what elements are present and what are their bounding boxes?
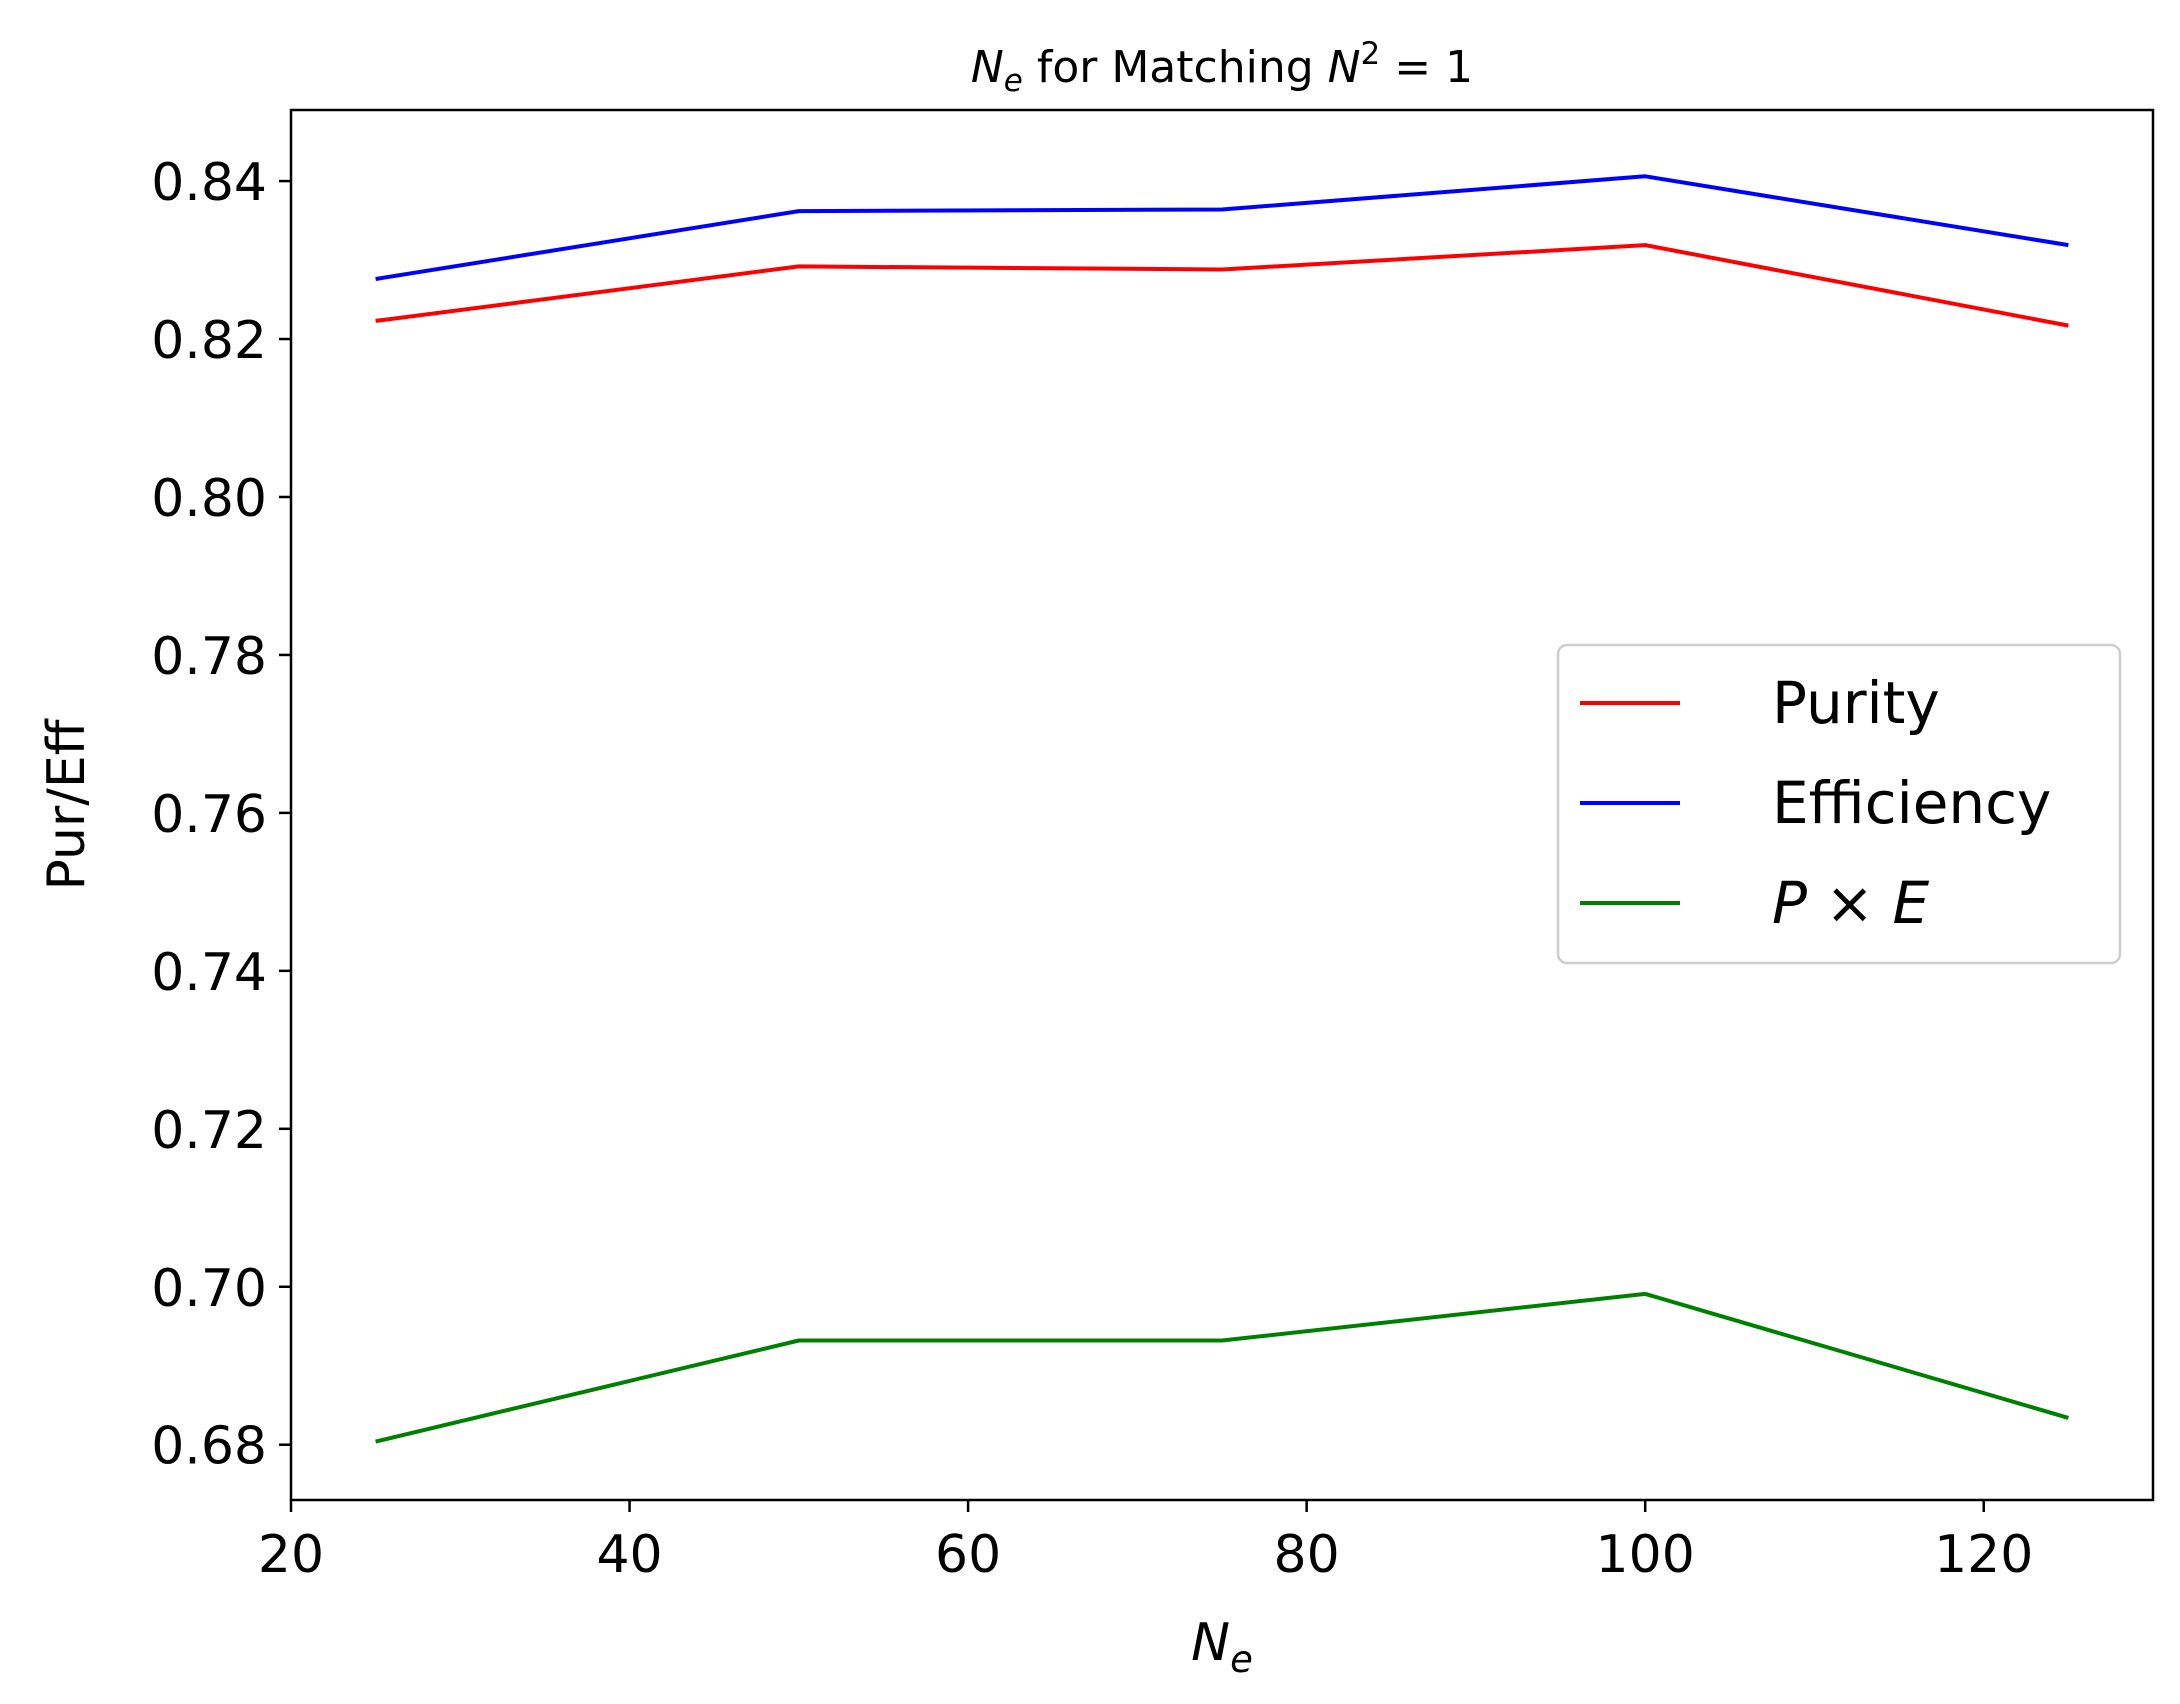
series-layer <box>375 174 2069 1444</box>
y-label-text: Pur/Eff <box>37 718 97 890</box>
x-axis-label: Ne <box>1191 1613 1253 1681</box>
legend-label: Purity <box>1772 669 1940 737</box>
series-line-2 <box>375 174 2069 281</box>
x-label-text: Ne <box>1191 1613 1253 1681</box>
y-tick-label: 0.68 <box>151 1417 267 1477</box>
y-tick-label: 0.70 <box>151 1259 267 1319</box>
y-tick-label: 0.72 <box>151 1101 267 1161</box>
legend: Purity Efficiency P × E <box>1556 643 2122 965</box>
x-tick-label: 120 <box>1934 1525 2033 1585</box>
x-tick-label: 60 <box>935 1525 1001 1585</box>
y-tick-label: 0.78 <box>151 627 267 687</box>
x-axis: 20 40 60 80 100 120 <box>258 1500 2033 1585</box>
series-line-3 <box>375 1291 2069 1444</box>
y-tick-label: 0.84 <box>151 153 267 213</box>
y-axis-label: Pur/Eff <box>37 718 97 890</box>
series-line-1 <box>375 243 2069 328</box>
y-tick-label: 0.76 <box>151 785 267 845</box>
x-tick-label: 100 <box>1596 1525 1695 1585</box>
legend-label: Efficiency <box>1772 769 2051 837</box>
title-text: Ne for Matching N2 = 1 <box>971 36 1473 99</box>
y-tick-label: 0.82 <box>151 311 267 371</box>
legend-box <box>1556 643 2122 965</box>
x-tick-label: 40 <box>596 1525 662 1585</box>
y-axis: 0.68 0.70 0.72 0.74 0.76 0.78 0.80 0.82 0.84 <box>151 153 291 1477</box>
x-tick-label: 20 <box>258 1525 324 1585</box>
chart-title: Ne for Matching N2 = 1 <box>971 36 1473 99</box>
x-tick-label: 80 <box>1274 1525 1340 1585</box>
y-tick-label: 0.74 <box>151 943 267 1003</box>
y-tick-label: 0.80 <box>151 469 267 529</box>
legend-label: P × E <box>1772 869 1929 937</box>
axes-frame <box>289 108 2155 1502</box>
